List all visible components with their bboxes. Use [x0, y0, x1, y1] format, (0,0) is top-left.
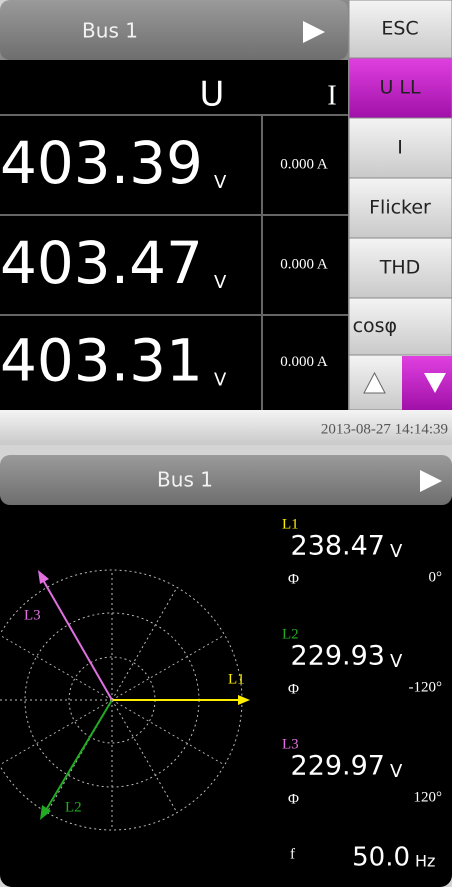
readings-area: [0, 60, 348, 410]
phase-angle: -120°: [409, 679, 443, 695]
play-button[interactable]: [303, 21, 325, 43]
menu-button[interactable]: [348, 57, 452, 119]
voltage-value: 403.31: [0, 327, 203, 395]
header-bar: [0, 0, 348, 60]
menu-button-label: I: [397, 137, 403, 159]
polar-spoke: [111, 587, 178, 701]
phase-unit: V: [390, 651, 403, 672]
phi-symbol: Φ: [288, 681, 299, 697]
arrowhead: [40, 805, 51, 820]
voltage-value: 403.39: [0, 129, 203, 197]
menu-button-label: U LL: [379, 77, 421, 99]
voltage-unit: V: [214, 272, 227, 293]
header-title: Bus 1: [157, 468, 213, 492]
phase-voltage: 238.47: [291, 531, 385, 562]
arrowhead: [38, 570, 49, 584]
menu-button-label: U, I, cosφ: [309, 315, 397, 337]
menu-button-label: ESC: [381, 18, 418, 40]
polar-spoke: [111, 699, 225, 766]
phasor-arrow: [42, 579, 113, 701]
phase-unit: V: [390, 761, 403, 782]
voltage-unit: V: [214, 370, 227, 391]
menu-button[interactable]: [348, 117, 452, 179]
phasor-arrow: [45, 699, 113, 811]
menu-button[interactable]: [348, 297, 452, 356]
phase-label: L1: [282, 516, 299, 532]
phase-voltage: 229.93: [291, 641, 385, 672]
phase-label: L2: [282, 626, 299, 642]
menu-button[interactable]: [348, 237, 452, 299]
phase-angle: 0°: [429, 569, 443, 585]
current-value: 0.000 A: [280, 256, 328, 272]
top-panel: Bus 1 U I 403.39 V 0.000 A 403.47 V 0.000 A 40…: [0, 0, 452, 445]
timestamp: 2013-08-27 14:14:39: [321, 421, 448, 437]
up-button[interactable]: [363, 371, 386, 394]
column-header: U: [200, 75, 225, 115]
down-button[interactable]: [424, 373, 446, 393]
panel-frame: [0, 455, 452, 887]
voltage-unit: V: [214, 172, 227, 193]
freq-symbol: f: [290, 846, 295, 862]
phi-symbol: Φ: [288, 571, 299, 587]
menu-button-label: THD: [379, 257, 421, 279]
freq-value: 50.0: [352, 843, 410, 873]
current-value: 0.000 A: [280, 156, 328, 172]
voltage-value: 403.47: [0, 229, 203, 297]
phase-angle: 120°: [414, 789, 443, 805]
phase-unit: V: [390, 541, 403, 562]
diagram-label: L1: [228, 671, 245, 687]
phi-symbol: Φ: [288, 791, 299, 807]
diagram-label: L2: [65, 799, 82, 815]
menu-button[interactable]: [348, 177, 452, 239]
header-bar: [0, 455, 452, 505]
menu-button[interactable]: [348, 0, 452, 59]
column-header: I: [327, 80, 336, 111]
status-bar: [0, 410, 452, 445]
current-value: 0.000 A: [280, 354, 328, 370]
play-button[interactable]: [420, 470, 442, 492]
polar-spoke: [111, 634, 225, 701]
phase-voltage: 229.97: [291, 751, 385, 782]
header-title: Bus 1: [82, 19, 138, 43]
arrowhead: [238, 695, 250, 705]
polar-spoke: [0, 634, 113, 701]
polar-spoke: [0, 699, 113, 766]
polar-spoke: [111, 699, 178, 813]
freq-unit: Hz: [415, 852, 435, 871]
down-button-bg: [402, 356, 452, 410]
phase-label: L3: [282, 736, 299, 752]
diagram-label: L3: [24, 607, 41, 623]
menu-button-label: Flicker: [369, 197, 431, 219]
